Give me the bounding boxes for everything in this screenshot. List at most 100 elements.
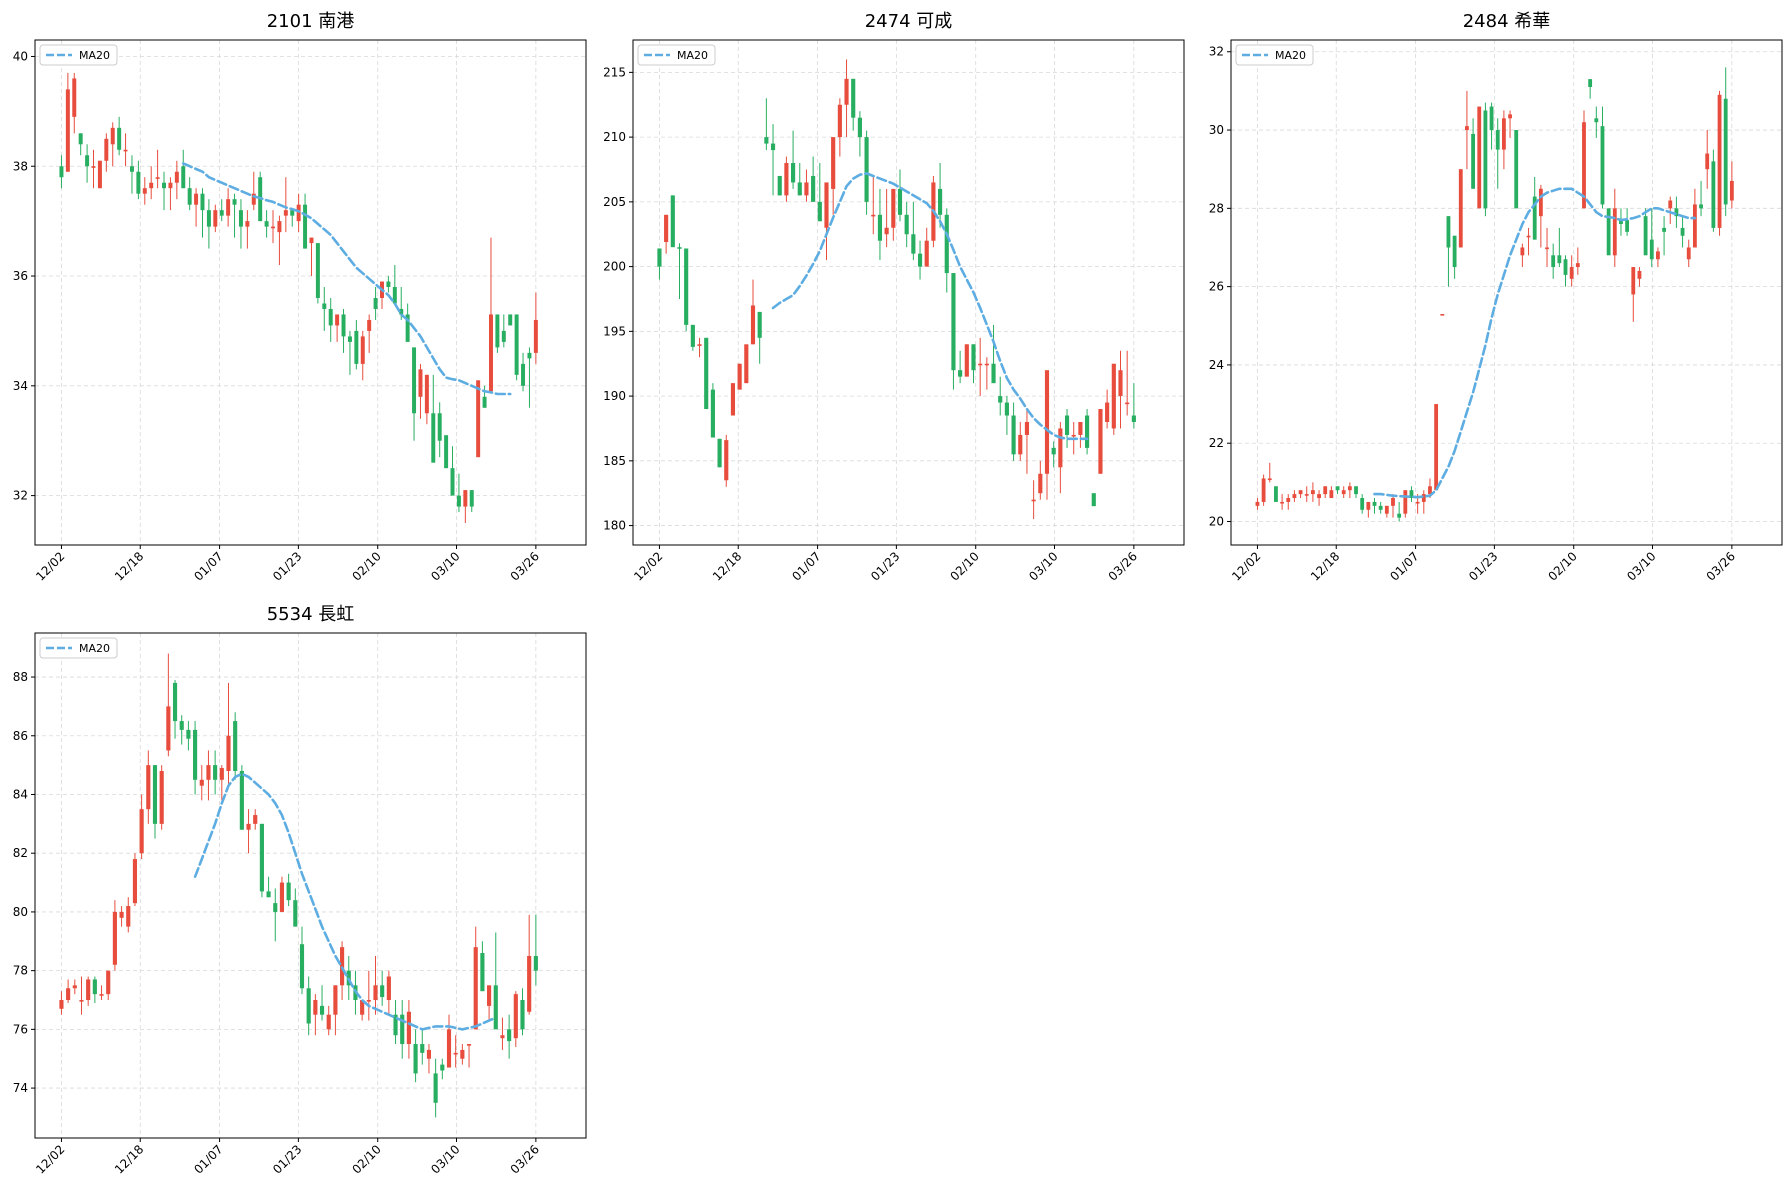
candle-body [66, 988, 71, 1001]
y-tick-label: 36 [13, 269, 28, 283]
candle-body [440, 1064, 445, 1071]
candle-body [72, 78, 77, 117]
candle-body [59, 166, 64, 178]
ma20-line [193, 772, 498, 1031]
candle-body [904, 214, 909, 235]
y-tick-label: 74 [13, 1081, 28, 1095]
axes-frame [34, 632, 587, 1139]
candle-body [386, 976, 391, 1001]
candle-body [1606, 208, 1611, 256]
candle-body [162, 182, 167, 189]
candle-body [1514, 130, 1519, 209]
candle-body [770, 143, 776, 151]
candle-body [233, 721, 238, 771]
candle-body [1582, 122, 1586, 209]
candle-body [399, 308, 404, 315]
candle-body [1064, 415, 1070, 435]
candle-body [469, 490, 474, 507]
candle-body [1286, 498, 1291, 502]
candle-body [1656, 251, 1660, 260]
candle-body [493, 985, 498, 1030]
y-tick-label: 38 [13, 159, 28, 173]
ma20-line [771, 172, 1089, 441]
candle-body [322, 303, 327, 309]
y-tick-label: 185 [603, 454, 626, 468]
candle-body [174, 171, 179, 183]
candle-body [393, 1014, 398, 1036]
candle-body [245, 221, 250, 227]
candle-body [1545, 247, 1549, 250]
y-tick-label: 22 [1209, 436, 1224, 450]
candle-body [837, 104, 842, 138]
ma20-line [1373, 187, 1697, 499]
candle-body [456, 495, 461, 507]
chart-title: 2474 可成 [865, 11, 953, 32]
candle-body [123, 149, 128, 152]
candle-body [1031, 499, 1036, 502]
x-tick-label: 01/07 [191, 549, 225, 583]
candle-body [366, 1000, 371, 1002]
candle-body [500, 1035, 505, 1039]
y-tick-label: 32 [13, 489, 28, 503]
candle-body [1532, 196, 1537, 240]
candle-body [764, 137, 769, 144]
candle-body [1428, 486, 1432, 495]
candle-body [724, 440, 729, 481]
y-tick-label: 82 [13, 846, 28, 860]
candle-body [433, 1073, 438, 1103]
candle-body [488, 314, 493, 392]
x-tick-label: 02/10 [349, 549, 383, 583]
candle-body [1329, 490, 1334, 499]
candle-body [246, 823, 251, 830]
candle-body [126, 906, 131, 927]
candle-body [717, 438, 722, 468]
candle-body [155, 177, 160, 179]
candle-body [951, 273, 956, 371]
candle-body [79, 1000, 84, 1002]
candle-body [1465, 126, 1469, 131]
candle-body [306, 988, 311, 1024]
candle-body [112, 911, 117, 965]
candle-body [487, 985, 492, 1006]
candle-body [132, 859, 138, 904]
candle-body [1434, 404, 1439, 491]
candle-body [1071, 434, 1076, 437]
candle-body [507, 1029, 512, 1042]
candle-body [1452, 235, 1457, 268]
candle-body [831, 137, 836, 189]
candle-body [347, 336, 352, 342]
candle-body [1680, 227, 1685, 236]
candle-body [1118, 370, 1123, 397]
chart-title: 2484 希華 [1463, 11, 1551, 32]
candle-body [1125, 402, 1130, 405]
candle-body [670, 195, 675, 248]
candle-body [657, 248, 662, 267]
candle-body [1526, 235, 1531, 238]
candle-body [521, 363, 526, 386]
candle-body [326, 1014, 331, 1030]
candle-body [333, 985, 338, 1015]
candle-body [380, 985, 385, 998]
x-tick-label: 03/10 [428, 549, 462, 583]
x-tick-label: 01/07 [191, 1142, 225, 1176]
candle-body [97, 160, 102, 189]
candle-body [168, 182, 173, 189]
legend-box [39, 637, 118, 659]
candle-body [473, 947, 478, 1030]
candle-body [1372, 501, 1377, 506]
candle-body [1699, 204, 1703, 209]
candle-body [283, 210, 288, 216]
candle-body [917, 253, 923, 267]
candle-body [1563, 259, 1568, 275]
x-tick-label: 03/26 [1106, 549, 1140, 583]
candle-body [482, 396, 487, 408]
candle-body [253, 815, 258, 824]
legend-label: MA20 [79, 642, 110, 655]
candle-body [186, 729, 191, 739]
candle-body [400, 1014, 405, 1045]
candle-body [1018, 434, 1023, 455]
candle-body [277, 221, 282, 233]
candle-body [1261, 478, 1266, 502]
